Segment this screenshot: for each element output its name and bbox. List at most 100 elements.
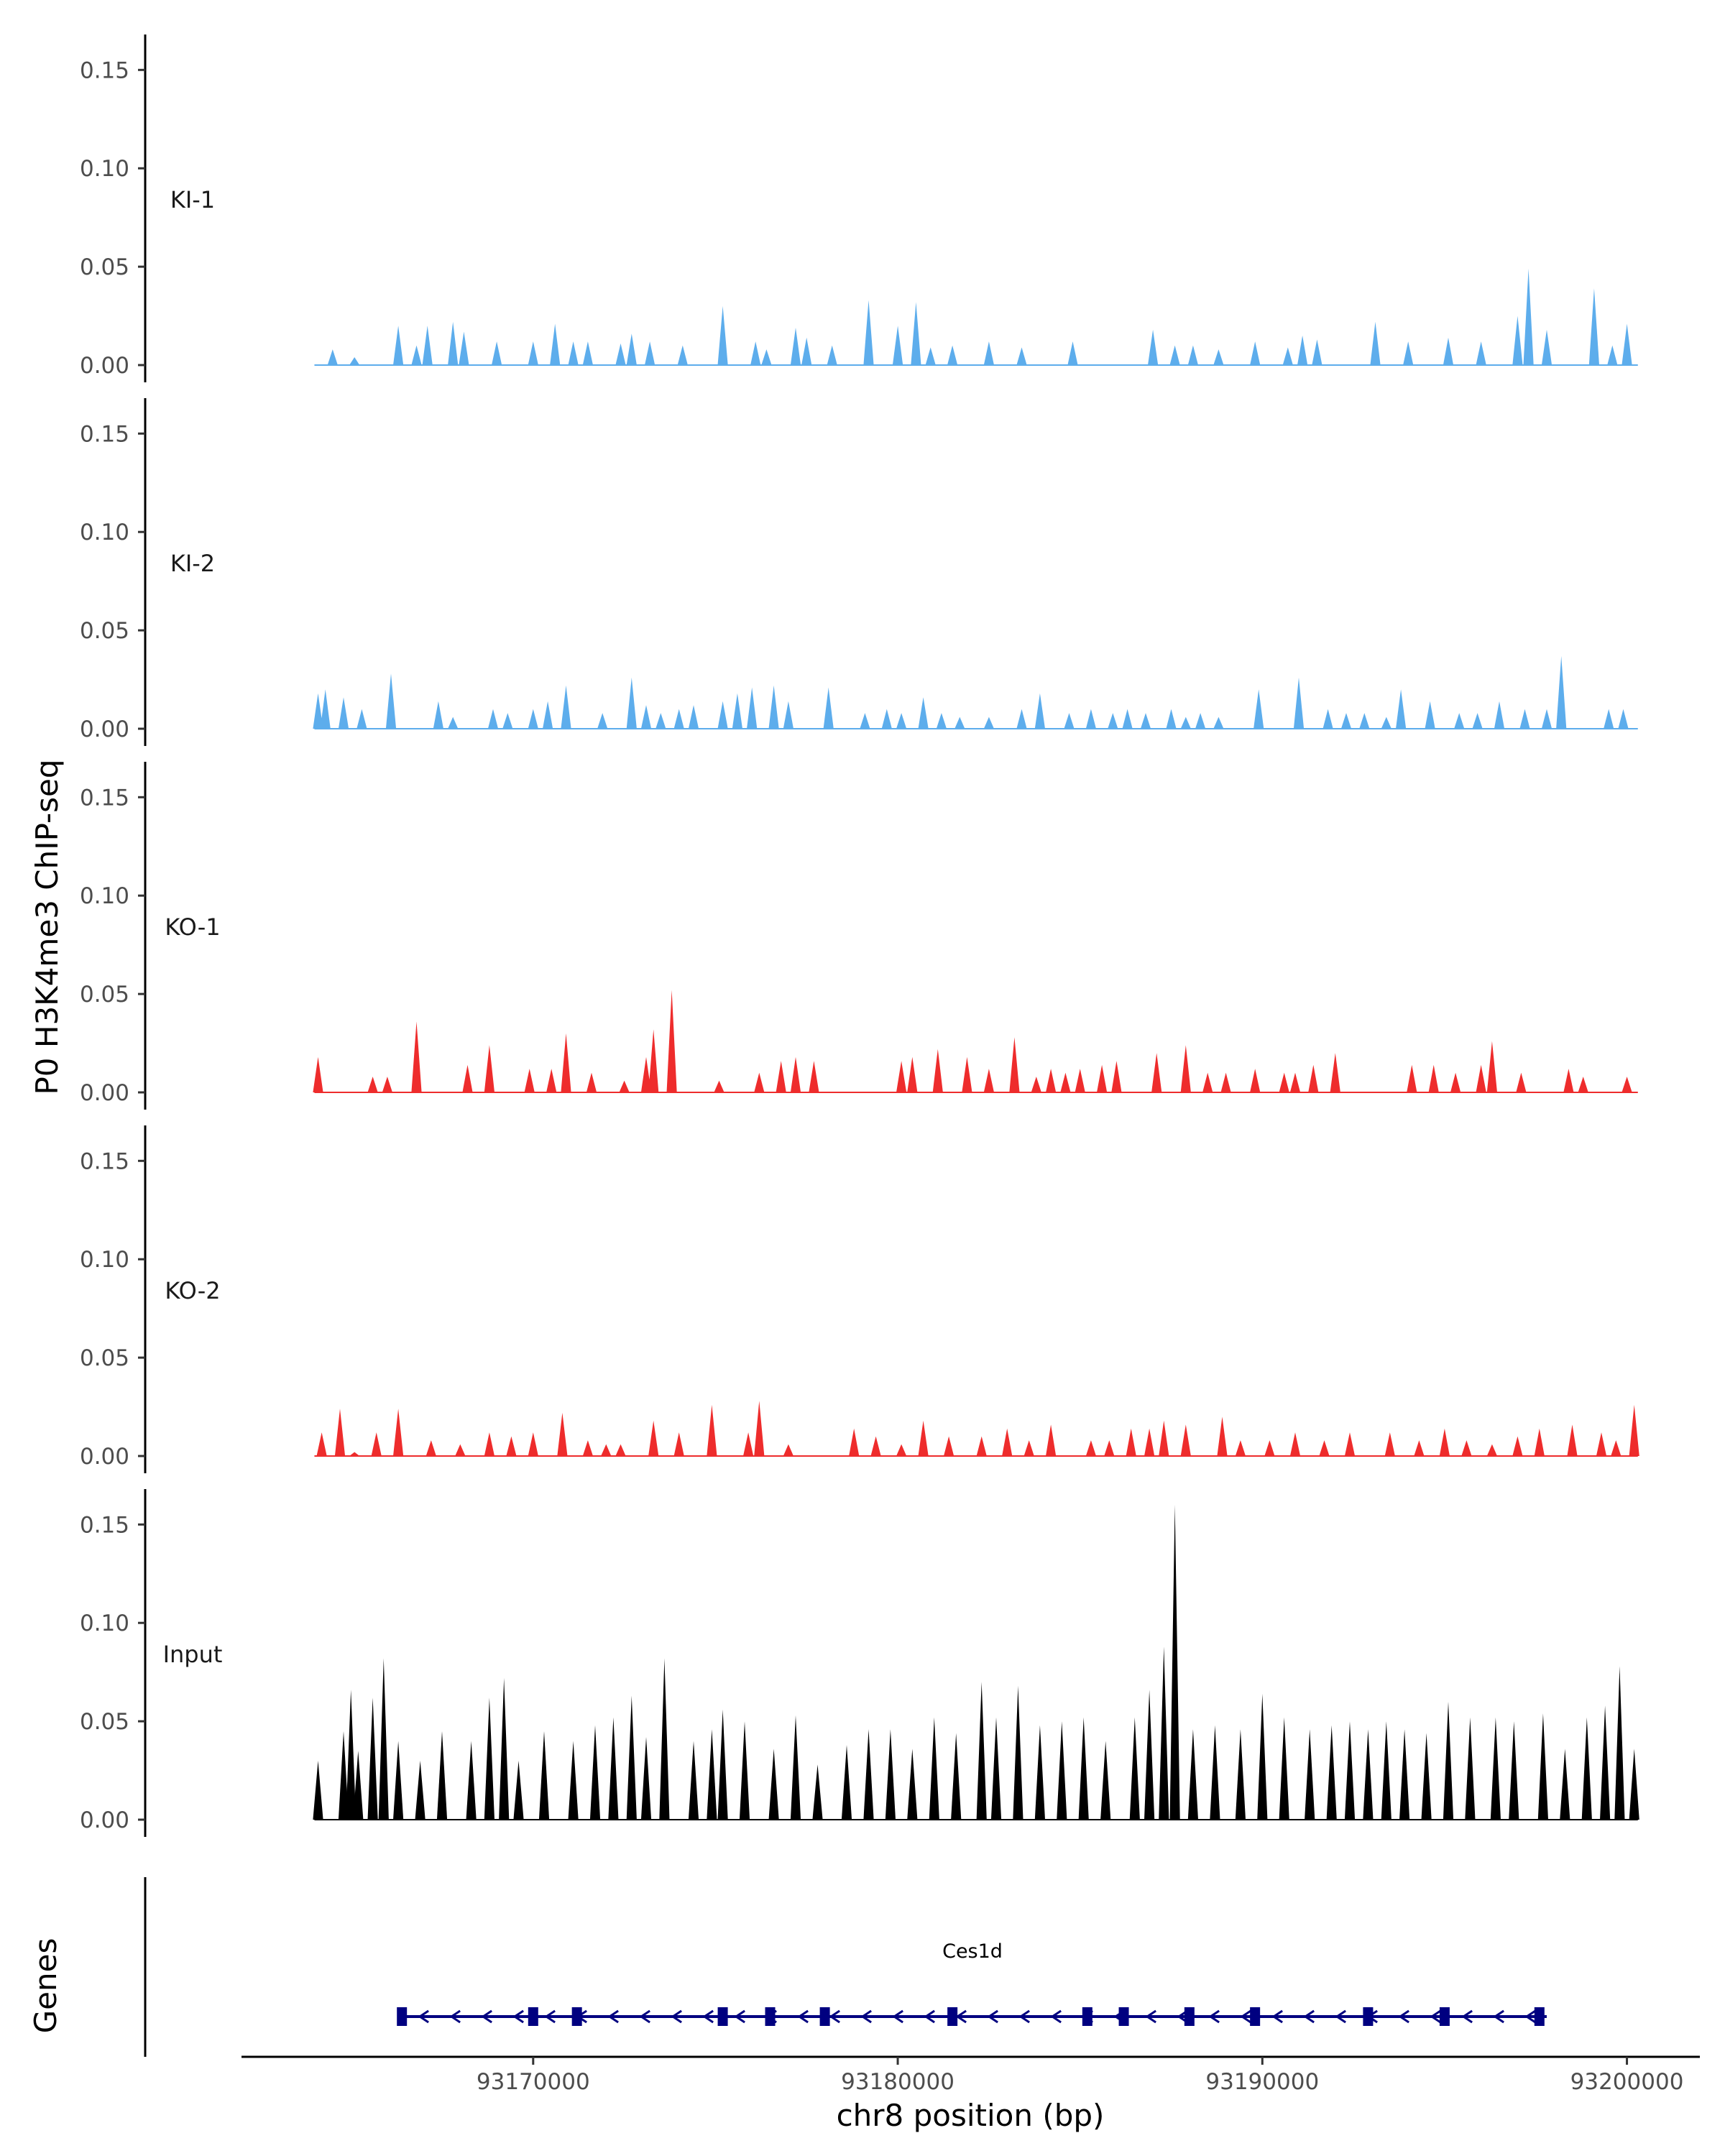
peak-ki-2-47	[1381, 717, 1392, 729]
peak-ki-2-11	[561, 685, 571, 729]
peak-ko-1-13	[666, 990, 677, 1092]
signal-ko-1	[313, 990, 1638, 1093]
peak-ki-1-29	[1067, 341, 1078, 365]
peak-input-44	[1187, 1729, 1198, 1820]
peak-ki-2-19	[732, 693, 742, 729]
peak-ko-1-8	[561, 1033, 571, 1092]
peak-input-21	[707, 1729, 717, 1820]
peak-ki-2-28	[936, 713, 947, 729]
peak-input-58	[1490, 1717, 1501, 1820]
peak-input-10	[484, 1697, 494, 1820]
peak-ki-1-38	[1370, 321, 1381, 365]
peak-input-29	[885, 1729, 896, 1820]
peak-ko-1-33	[1202, 1072, 1213, 1092]
peak-input-5	[378, 1658, 389, 1820]
peak-ko-2-51	[1629, 1404, 1639, 1456]
peak-ko-1-9	[586, 1072, 597, 1092]
peak-ki-2-26	[896, 713, 907, 729]
peak-ko-2-26	[1002, 1428, 1013, 1456]
peak-ki-1-37	[1312, 339, 1322, 365]
peak-ki-1-15	[677, 345, 688, 365]
peak-ko-2-45	[1486, 1444, 1497, 1456]
gene-exon-4	[765, 2007, 776, 2026]
gene-strand-arrow-6	[607, 2009, 619, 2024]
gene-strand-arrow-28	[1303, 2009, 1315, 2024]
peak-ko-1-19	[896, 1061, 907, 1092]
peak-ki-2-22	[783, 701, 794, 729]
peak-ki-2-2	[338, 697, 349, 729]
peak-ko-1-41	[1428, 1064, 1439, 1092]
peak-ko-2-15	[673, 1432, 684, 1456]
peak-input-45	[1210, 1725, 1220, 1820]
peak-ko-2-14	[648, 1420, 659, 1456]
peak-input-7	[415, 1760, 426, 1820]
peak-ko-2-22	[896, 1444, 907, 1456]
peak-input-32	[951, 1733, 962, 1820]
peak-input-19	[659, 1658, 670, 1820]
peak-input-15	[589, 1725, 601, 1820]
peak-ki-2-9	[528, 709, 538, 729]
track-label-ko-2: KO-2	[165, 1277, 220, 1304]
peak-ko-2-18	[754, 1401, 765, 1456]
peak-input-3	[353, 1751, 364, 1820]
peak-ki-2-30	[983, 717, 994, 729]
gene-strand-arrow-7	[639, 2009, 650, 2024]
peak-input-33	[976, 1682, 987, 1820]
peak-ko-2-46	[1512, 1436, 1523, 1456]
peak-ko-1-36	[1279, 1072, 1289, 1092]
peak-input-64	[1614, 1666, 1625, 1820]
peak-ko-1-34	[1220, 1072, 1231, 1092]
gene-strand-arrow-3	[512, 2009, 524, 2024]
peak-ki-2-16	[673, 709, 684, 729]
peak-ko-2-49	[1596, 1432, 1607, 1456]
peak-ko-1-22	[962, 1056, 972, 1092]
peak-ki-2-33	[1064, 713, 1075, 729]
gene-strand-arrow-15	[892, 2009, 903, 2024]
y-tick-label-ki-2-2: 0.10	[80, 520, 129, 545]
peak-ki-1-16	[717, 305, 728, 365]
y-tick-label-ko-2-0: 0.00	[80, 1444, 129, 1470]
peak-ko-2-4	[393, 1409, 404, 1456]
track-label-ki-2: KI-2	[170, 550, 215, 577]
peak-ko-2-5	[426, 1440, 436, 1456]
peak-input-24	[768, 1749, 779, 1820]
track-ko-1: 0.00 0.05 0.10 0.15 KO-1	[80, 762, 1638, 1110]
peak-ki-1-1	[349, 357, 360, 365]
peak-ko-1-32	[1180, 1045, 1191, 1092]
peak-ko-2-17	[743, 1432, 754, 1456]
y-tick-label-ko-1-2: 0.10	[80, 883, 129, 909]
peak-ko-2-19	[783, 1444, 794, 1456]
peak-input-9	[466, 1741, 477, 1820]
peak-ki-1-45	[1588, 288, 1599, 365]
signal-ki-1	[314, 268, 1638, 366]
gene-strand-arrow-12	[797, 2009, 809, 2024]
track-ki-1: 0.00 0.05 0.10 0.15 KI-1	[80, 34, 1638, 382]
peak-ki-1-17	[750, 341, 761, 365]
peak-ki-2-39	[1180, 717, 1191, 729]
peak-ko-1-39	[1330, 1053, 1340, 1092]
peak-input-26	[812, 1764, 823, 1820]
gene-model: Ces1d	[397, 1940, 1547, 2026]
peak-input-41	[1144, 1690, 1155, 1820]
gene-exon-10	[1250, 2007, 1261, 2026]
peak-ko-1-0	[313, 1056, 323, 1092]
peak-ko-1-29	[1097, 1064, 1108, 1092]
peak-ki-2-38	[1166, 709, 1177, 729]
gene-name-label: Ces1d	[942, 1940, 1003, 1963]
signal-ko-2	[314, 1401, 1639, 1457]
peak-input-43	[1169, 1504, 1180, 1820]
peak-ko-2-2	[349, 1452, 360, 1456]
peak-input-60	[1537, 1713, 1548, 1820]
peak-ko-1-24	[1009, 1037, 1020, 1092]
peak-ko-2-13	[615, 1444, 626, 1456]
peak-input-59	[1509, 1721, 1519, 1820]
peak-ki-1-4	[422, 326, 433, 365]
x-tick-label-2: 93190000	[1205, 2069, 1319, 2095]
gene-strand-arrow-2	[481, 2009, 492, 2024]
peak-ko-2-33	[1159, 1420, 1169, 1456]
peak-ki-1-40	[1443, 337, 1454, 365]
peak-ko-1-2	[382, 1077, 392, 1092]
y-tick-label-ki-2-3: 0.15	[80, 421, 129, 447]
peak-input-16	[608, 1717, 619, 1820]
